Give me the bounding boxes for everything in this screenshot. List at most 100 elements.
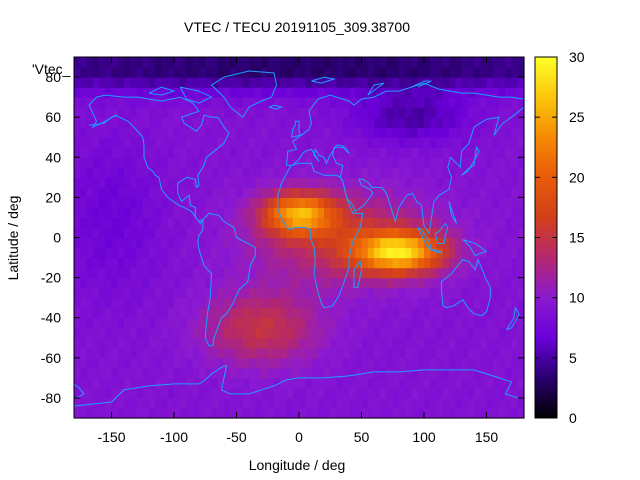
heatmap-cell bbox=[74, 297, 81, 309]
heatmap-cell bbox=[349, 317, 356, 329]
heatmap-cell bbox=[230, 97, 238, 108]
heatmap-cell bbox=[436, 277, 444, 289]
heatmap-cell bbox=[324, 87, 331, 98]
heatmap-cell bbox=[205, 67, 213, 78]
heatmap-cell bbox=[336, 357, 344, 369]
heatmap-cell bbox=[305, 227, 313, 239]
heatmap-cell bbox=[411, 347, 419, 359]
heatmap-cell bbox=[486, 67, 494, 78]
heatmap-cell bbox=[436, 157, 444, 168]
heatmap-cell bbox=[80, 377, 88, 389]
heatmap-cell bbox=[92, 377, 100, 389]
heatmap-cell bbox=[417, 237, 425, 249]
heatmap-cell bbox=[92, 157, 100, 168]
heatmap-cell bbox=[305, 207, 313, 219]
heatmap-cell bbox=[355, 167, 363, 178]
heatmap-cell bbox=[136, 307, 144, 319]
heatmap-cell bbox=[174, 337, 181, 349]
heatmap-cell bbox=[355, 107, 363, 118]
heatmap-cell bbox=[92, 147, 100, 158]
heatmap-cell bbox=[167, 77, 175, 88]
heatmap-cell bbox=[305, 67, 313, 78]
heatmap-cell bbox=[374, 197, 381, 209]
heatmap-cell bbox=[442, 277, 450, 289]
heatmap-cell bbox=[317, 357, 325, 369]
heatmap-cell bbox=[499, 407, 506, 419]
heatmap-cell bbox=[355, 337, 363, 349]
heatmap-cell bbox=[424, 97, 431, 108]
heatmap-cell bbox=[336, 87, 344, 98]
heatmap-cell bbox=[217, 217, 225, 229]
heatmap-cell bbox=[199, 237, 206, 249]
heatmap-cell bbox=[355, 157, 363, 168]
heatmap-cell bbox=[136, 287, 144, 299]
heatmap-cell bbox=[449, 397, 456, 409]
heatmap-cell bbox=[236, 137, 244, 148]
heatmap-cell bbox=[405, 117, 413, 128]
heatmap-cell bbox=[149, 57, 156, 68]
heatmap-cell bbox=[155, 77, 163, 88]
heatmap-cell bbox=[292, 387, 300, 399]
heatmap-cell bbox=[449, 187, 456, 198]
heatmap-cell bbox=[74, 167, 81, 178]
heatmap-cell bbox=[205, 337, 213, 349]
heatmap-cell bbox=[130, 387, 138, 399]
heatmap-cell bbox=[211, 347, 219, 359]
heatmap-cell bbox=[430, 307, 438, 319]
heatmap-cell bbox=[86, 307, 94, 319]
heatmap-cell bbox=[274, 317, 281, 329]
heatmap-cell bbox=[211, 367, 219, 379]
heatmap-cell bbox=[186, 397, 194, 409]
heatmap-cell bbox=[180, 67, 188, 78]
heatmap-cell bbox=[80, 67, 88, 78]
heatmap-cell bbox=[417, 117, 425, 128]
heatmap-cell bbox=[442, 287, 450, 299]
heatmap-cell bbox=[399, 307, 406, 319]
heatmap-cell bbox=[467, 97, 475, 108]
heatmap-cell bbox=[361, 387, 369, 399]
heatmap-cell bbox=[217, 267, 225, 279]
heatmap-cell bbox=[336, 277, 344, 289]
heatmap-cell bbox=[324, 117, 331, 128]
heatmap-cell bbox=[486, 197, 494, 209]
heatmap-cell bbox=[286, 207, 294, 219]
heatmap-cell bbox=[405, 67, 413, 78]
heatmap-cell bbox=[267, 387, 275, 399]
heatmap-cell bbox=[436, 67, 444, 78]
heatmap-cell bbox=[442, 67, 450, 78]
heatmap-cell bbox=[449, 327, 456, 339]
heatmap-cell bbox=[511, 227, 519, 239]
heatmap-cell bbox=[111, 217, 119, 229]
heatmap-cell bbox=[111, 277, 119, 289]
heatmap-cell bbox=[299, 147, 306, 158]
heatmap-cell bbox=[205, 97, 213, 108]
heatmap-cell bbox=[480, 377, 488, 389]
heatmap-cell bbox=[505, 357, 513, 369]
heatmap-cell bbox=[142, 237, 150, 249]
heatmap-cell bbox=[199, 127, 206, 138]
heatmap-cell bbox=[267, 157, 275, 168]
heatmap-cell bbox=[330, 287, 338, 299]
heatmap-cell bbox=[386, 207, 394, 219]
heatmap-cell bbox=[130, 207, 138, 219]
heatmap-cell bbox=[299, 87, 306, 98]
heatmap-cell bbox=[467, 367, 475, 379]
heatmap-cell bbox=[474, 347, 481, 359]
heatmap-cell bbox=[236, 337, 244, 349]
heatmap-cell bbox=[186, 247, 194, 259]
heatmap-cell bbox=[324, 197, 331, 209]
heatmap-cell bbox=[274, 257, 281, 269]
heatmap-cell bbox=[367, 117, 375, 128]
heatmap-cell bbox=[336, 127, 344, 138]
heatmap-cell bbox=[180, 267, 188, 279]
heatmap-cell bbox=[336, 377, 344, 389]
heatmap-cell bbox=[417, 317, 425, 329]
heatmap-cell bbox=[174, 117, 181, 128]
heatmap-cell bbox=[80, 357, 88, 369]
heatmap-cell bbox=[467, 77, 475, 88]
heatmap-cell bbox=[467, 257, 475, 269]
heatmap-cell bbox=[374, 137, 381, 148]
heatmap-cell bbox=[474, 297, 481, 309]
heatmap-cell bbox=[386, 217, 394, 229]
heatmap-cell bbox=[311, 167, 319, 178]
